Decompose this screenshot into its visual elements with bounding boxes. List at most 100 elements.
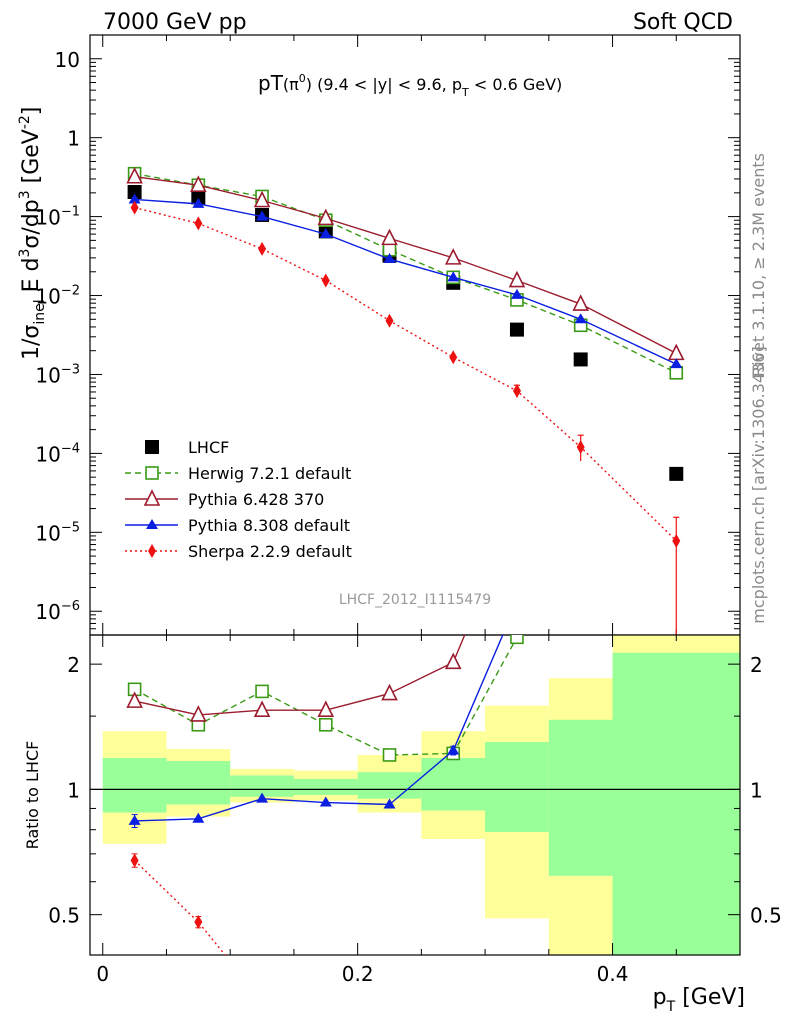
y-tick-label-base: 10: [35, 442, 60, 466]
data-point: [667, 343, 685, 361]
ratio-point: [447, 744, 460, 755]
data-point: [670, 358, 683, 369]
rivet-version-label: Rivet 3.1.10, ≥ 2.3M events: [749, 153, 768, 377]
y-tick-label-exp: −1: [61, 205, 80, 220]
ratio-point: [383, 798, 396, 809]
uncertainty-band-inner: [485, 741, 549, 833]
data-point: [130, 200, 139, 215]
series-line: [134, 198, 677, 365]
data-point: [194, 216, 203, 231]
y-tick-label-exp: −3: [61, 362, 80, 377]
ylabel-part-1: 1/σ: [19, 325, 44, 360]
data-point: [385, 313, 394, 328]
ylabel-part-9: ]: [19, 107, 44, 116]
ratio-y-axis-label: Ratio to LHCF: [23, 741, 42, 850]
data-point: [573, 352, 588, 367]
main-title-quantity: pT: [258, 71, 284, 95]
ratio-point: [253, 700, 271, 718]
uncertainty-band-inner: [357, 772, 422, 799]
ylabel-part-2: inel: [32, 299, 48, 324]
ratio-point: [317, 700, 335, 718]
ratio-point: [130, 853, 139, 868]
y-tick-label: 10−3: [35, 362, 80, 387]
y-tick-label-exp: −2: [61, 284, 80, 299]
y-tick-label-base: 10: [35, 206, 60, 230]
ratio-y-tick-label: 1: [67, 778, 80, 802]
series-pythia-6-428-370: [126, 166, 685, 361]
legend-entry: LHCF: [145, 438, 229, 457]
y-tick-label-exp: −5: [61, 520, 80, 535]
mcplots-reference-label: mcplots.cern.ch [arXiv:1306.3436]: [749, 346, 768, 623]
data-point: [191, 190, 206, 205]
ratio-point: [256, 792, 269, 803]
ylabel-part-4: 3: [17, 249, 33, 258]
category-label: Soft QCD: [633, 10, 733, 35]
data-point: [381, 228, 398, 246]
legend-marker: [148, 544, 156, 558]
main-title-particle: (π: [283, 75, 299, 94]
ratio-point: [255, 684, 269, 699]
data-point: [192, 197, 205, 208]
data-point: [128, 193, 141, 204]
data-point: [258, 241, 267, 256]
series-herwig-7-2-1-default: [127, 166, 684, 380]
ratio-point: [194, 915, 203, 930]
y-tick-label-base: 10: [35, 521, 60, 545]
data-point: [190, 175, 207, 193]
legend-label: LHCF: [188, 438, 229, 457]
ratio-point: [128, 814, 141, 825]
legend-marker: [143, 489, 161, 506]
uncertainty-band-inner: [293, 778, 358, 795]
legend-label: Herwig 7.2.1 default: [188, 464, 351, 483]
data-point: [512, 383, 521, 398]
y-tick-label-base: 10: [35, 363, 60, 387]
y-tick-label-base: 10: [35, 285, 60, 309]
main-title-particle-sup: 0: [299, 72, 306, 85]
uncertainty-band-inner: [612, 652, 740, 955]
y-tick-label-base: 10: [35, 600, 60, 624]
ratio-point: [190, 705, 207, 722]
ylabel-part-7: [GeV: [19, 129, 44, 190]
ylabel-part-5: σ/dp: [19, 199, 44, 248]
y-tick-label: 10−4: [35, 441, 80, 466]
y-tick-label: 1: [67, 127, 80, 151]
ratio-point: [126, 691, 143, 708]
legend-marker: [145, 440, 159, 454]
data-point: [317, 208, 335, 226]
ratio-point: [444, 652, 462, 670]
ratio-y-tick-label-right: 0.5: [750, 904, 782, 928]
legend: LHCF Herwig 7.2.1 default Pythia 6.428 370…: [125, 438, 352, 561]
ratio-point: [318, 717, 333, 732]
data-point: [127, 185, 142, 200]
data-point: [508, 270, 526, 288]
uncertainty-band-inner: [102, 757, 167, 813]
x-tick-label: 0.2: [342, 962, 374, 986]
main-title: pT(π0) (9.4 < |y| < 9.6, pT < 0.6 GeV): [258, 71, 562, 99]
x-axis-label: pT [GeV]: [653, 985, 745, 1015]
ratio-y-tick-label-right: 1: [750, 778, 763, 802]
data-point: [509, 322, 524, 337]
data-point: [253, 190, 271, 208]
data-point: [576, 440, 585, 455]
ratio-series-pythia-6-428-370: [126, 635, 466, 722]
data-point: [669, 365, 684, 380]
data-point: [449, 350, 458, 365]
ratio-point: [381, 683, 398, 701]
ylabel-part-3: E d: [19, 258, 44, 300]
ratio-point: [319, 796, 332, 807]
ratio-line: [134, 859, 227, 955]
data-point: [319, 228, 332, 239]
data-point: [444, 248, 462, 265]
x-axis-label-unit: [GeV]: [675, 985, 745, 1010]
legend-label: Pythia 8.308 default: [188, 516, 350, 535]
legend-label: Sherpa 2.2.9 default: [188, 542, 352, 561]
legend-label: Pythia 6.428 370: [188, 490, 324, 509]
data-point: [126, 166, 143, 184]
legend-marker: [146, 519, 158, 529]
uncertainty-band-inner: [548, 719, 613, 876]
y-tick-label: 10−1: [35, 205, 80, 230]
series-sherpa-2-2-9-default: [130, 200, 681, 635]
data-point: [321, 273, 330, 288]
